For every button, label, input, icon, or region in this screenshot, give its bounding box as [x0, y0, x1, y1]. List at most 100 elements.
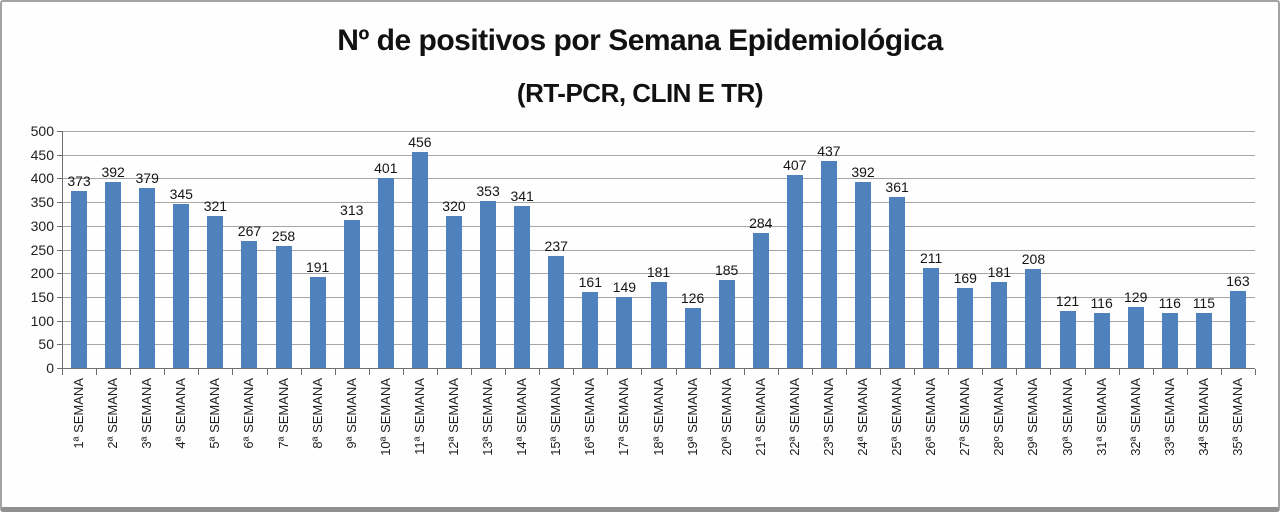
- bar-value-label: 379: [135, 170, 159, 187]
- y-tick: [57, 344, 62, 346]
- bar-value-label: 267: [237, 223, 262, 240]
- x-tick: [505, 369, 507, 375]
- x-tick: [845, 369, 847, 375]
- bar: [991, 282, 1008, 368]
- bar: [377, 177, 394, 368]
- x-tick: [1118, 369, 1120, 375]
- y-tick-label: 200: [30, 265, 54, 282]
- bar-value-label: 115: [1192, 295, 1216, 312]
- gridline: [62, 154, 1255, 156]
- bar-value-label: 116: [1158, 295, 1181, 312]
- bar: [616, 297, 633, 368]
- bar: [855, 182, 871, 368]
- bar: [650, 282, 667, 368]
- x-tick: [573, 369, 575, 375]
- x-category-label: 1ª SEMANA: [71, 378, 87, 449]
- bar: [1195, 313, 1212, 368]
- y-tick: [57, 368, 62, 369]
- bar: [105, 182, 122, 368]
- bar: [480, 200, 497, 368]
- x-category-label: 11ª SEMANA: [411, 378, 427, 455]
- bar-value-label: 320: [442, 198, 466, 215]
- bar: [309, 277, 326, 368]
- x-tick: [539, 369, 541, 375]
- gridline: [62, 178, 1255, 180]
- x-tick: [1084, 369, 1086, 375]
- x-category-label: 21ª SEMANA: [752, 378, 768, 456]
- x-tick: [266, 369, 268, 375]
- x-category-label: 18ª SEMANA: [650, 378, 666, 456]
- y-tick: [57, 225, 62, 227]
- bar-value-label: 181: [987, 264, 1012, 281]
- x-category-label: 20ª SEMANA: [718, 378, 734, 456]
- bar-value-label: 149: [612, 279, 637, 296]
- x-category-label: 26ª SEMANA: [923, 378, 939, 456]
- bar: [684, 308, 701, 368]
- bar-value-label: 181: [646, 264, 671, 281]
- x-tick: [607, 369, 609, 375]
- bar: [275, 245, 292, 368]
- bar: [207, 215, 224, 368]
- bar: [1059, 310, 1076, 368]
- x-category-label: 23ª SEMANA: [820, 378, 836, 456]
- x-tick: [1016, 369, 1018, 375]
- bar: [1229, 290, 1246, 368]
- y-tick-label: 250: [30, 241, 54, 258]
- bar: [820, 160, 837, 368]
- y-tick: [57, 249, 62, 251]
- x-category-label: 24ª SEMANA: [855, 378, 870, 456]
- x-category-label: 19ª SEMANA: [684, 378, 700, 456]
- x-category-label: 8ª SEMANA: [309, 378, 325, 449]
- gridline: [62, 225, 1255, 227]
- x-tick: [62, 369, 63, 375]
- x-category-label: 31ª SEMANA: [1093, 378, 1109, 456]
- x-category-label: 32ª SEMANA: [1127, 378, 1143, 456]
- x-tick: [1186, 369, 1188, 375]
- bar-value-label: 258: [271, 227, 296, 244]
- x-category-label: 9ª SEMANA: [343, 378, 359, 449]
- x-category-label: 25ª SEMANA: [889, 378, 905, 456]
- x-tick: [232, 369, 234, 375]
- x-tick: [811, 369, 813, 375]
- bar: [514, 206, 531, 368]
- x-category-label: 34ª SEMANA: [1195, 378, 1211, 456]
- x-tick: [471, 369, 473, 375]
- bar: [582, 291, 599, 368]
- y-tick: [57, 202, 62, 204]
- x-tick: [402, 369, 404, 375]
- y-tick-label: 0: [46, 360, 54, 376]
- bar-value-label: 345: [169, 186, 193, 203]
- x-tick: [198, 369, 200, 375]
- bar: [71, 191, 88, 368]
- x-tick: [675, 369, 677, 375]
- bar: [752, 233, 769, 368]
- y-tick-label: 50: [38, 336, 54, 353]
- x-category-label: 30ª SEMANA: [1059, 378, 1075, 456]
- bar: [889, 196, 906, 368]
- x-tick: [96, 369, 98, 375]
- bar-value-label: 237: [544, 237, 568, 254]
- bar-value-label: 407: [783, 157, 807, 174]
- x-tick: [641, 369, 643, 375]
- x-axis-line: [62, 368, 1255, 369]
- bar-value-label: 401: [374, 159, 398, 176]
- chart-subtitle: (RT-PCR, CLIN E TR): [516, 78, 764, 108]
- x-category-label: 14ª SEMANA: [514, 378, 530, 456]
- x-tick: [1050, 369, 1052, 375]
- bar: [173, 204, 190, 368]
- x-tick: [130, 369, 132, 375]
- bar-value-label: 121: [1055, 292, 1080, 309]
- bar-value-label: 437: [817, 142, 841, 159]
- x-category-label: 6ª SEMANA: [241, 378, 257, 449]
- bar-value-label: 185: [714, 262, 739, 279]
- y-tick: [57, 154, 62, 156]
- bar: [1093, 313, 1110, 368]
- x-tick: [368, 369, 370, 375]
- x-category-label: 13ª SEMANA: [480, 378, 496, 456]
- bar-value-label: 321: [203, 197, 228, 214]
- bar: [923, 267, 940, 368]
- x-tick: [743, 369, 745, 375]
- bar: [241, 241, 258, 368]
